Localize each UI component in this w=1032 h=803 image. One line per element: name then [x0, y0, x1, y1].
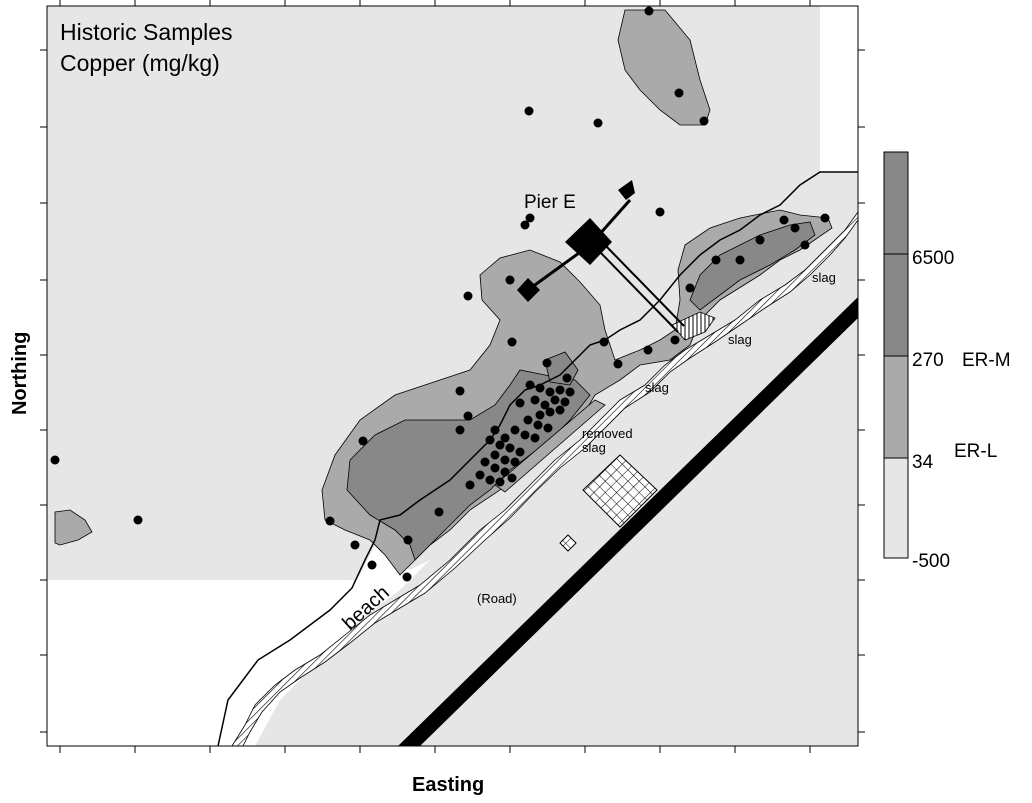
legend-class-34-270: [883, 355, 909, 459]
legend-class-below-34: [883, 457, 909, 559]
x-axis-label: Easting: [412, 774, 484, 796]
map-title-line1: Historic Samples: [60, 19, 233, 45]
legend-threshold-erl: ER-L: [954, 441, 997, 462]
crosshatch-square-small: [559, 534, 577, 552]
legend-class-top: [883, 151, 909, 255]
zone-34-270-west: [54, 509, 93, 546]
slag-label-3: slag: [645, 380, 669, 395]
map-area: Pier E slag slag slag removed slag (Road…: [47, 6, 859, 747]
legend: 6500 270 ER-M 34 ER-L -500: [883, 151, 1011, 572]
map-title-line2: Copper (mg/kg): [60, 50, 220, 76]
removed-slag-label-1: removed: [582, 426, 633, 441]
zone-270-6500-east: [689, 221, 816, 311]
slag-patch-1: [671, 311, 716, 341]
map-frame: [40, 0, 865, 753]
legend-tick-34: 34: [912, 452, 934, 473]
sample-points: [50, 6, 830, 582]
crosshatch-square-large: [582, 454, 658, 528]
road-label: (Road): [477, 591, 517, 606]
legend-class-270-6500: [883, 253, 909, 357]
legend-tick-6500: 6500: [912, 248, 954, 269]
slag-label-1: slag: [812, 270, 836, 285]
legend-tick-minus500: -500: [912, 551, 950, 572]
pier-structure: [517, 180, 685, 333]
y-axis-label: Northing: [9, 332, 31, 415]
slag-label-2: slag: [728, 332, 752, 347]
pier-label: Pier E: [524, 192, 576, 213]
zone-34-270-north: [617, 9, 711, 126]
removed-slag-strip: [494, 399, 606, 493]
legend-tick-270: 270: [912, 350, 944, 371]
legend-threshold-erm: ER-M: [962, 350, 1011, 371]
road-black-band: [398, 297, 858, 746]
removed-slag-label-2: slag: [582, 440, 606, 455]
